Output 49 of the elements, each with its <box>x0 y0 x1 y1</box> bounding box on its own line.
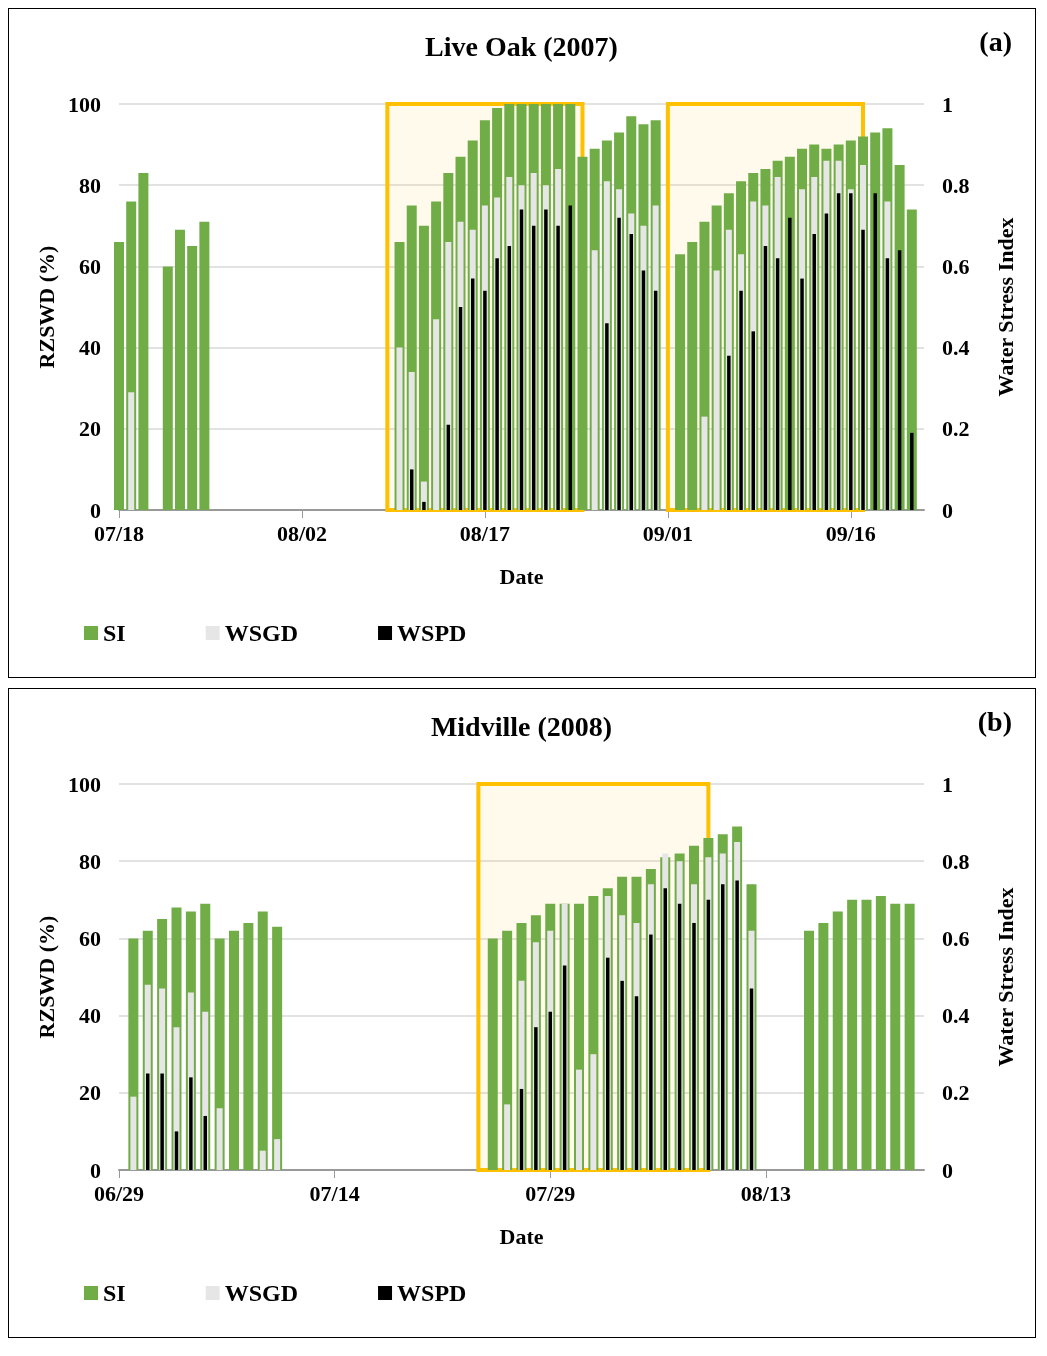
x-tick-label: 07/14 <box>309 1180 360 1206</box>
y-tick-label: 60 <box>79 253 101 279</box>
text: (b) <box>977 705 1013 737</box>
x-tick-label: 08/17 <box>459 520 510 546</box>
y-tick-label: 80 <box>79 172 101 198</box>
x-tick-label: 07/29 <box>525 1180 576 1206</box>
y-tick-label: 80 <box>79 848 101 874</box>
y2-axis-title: Water Stress Index <box>992 887 1018 1067</box>
y-axis-title: RZSWD (%) <box>33 915 59 1039</box>
y-tick-label: 40 <box>79 335 101 361</box>
y-tick-label: 20 <box>79 1080 101 1106</box>
chart-title: Live Oak (2007) <box>425 30 618 62</box>
y2-tick-label: 0 <box>942 497 953 523</box>
x-axis-title: Date <box>499 1223 544 1249</box>
x-tick-label: 06/29 <box>93 1180 145 1206</box>
y-tick-label: 0 <box>90 1157 101 1183</box>
y-tick-label: 0 <box>90 497 101 523</box>
y2-tick-label: 0 <box>942 1157 953 1183</box>
x-tick-label: 07/18 <box>93 520 145 546</box>
legend-label: SI <box>103 620 126 646</box>
y-tick-label: 40 <box>79 1003 101 1029</box>
y2-tick-label: 0.8 <box>942 172 970 198</box>
y2-tick-label: 0.8 <box>942 848 970 874</box>
text: (a) <box>979 25 1013 57</box>
y2-tick-label: 0.6 <box>942 253 970 279</box>
y2-tick-label: 1 <box>942 91 953 117</box>
x-tick-label: 08/13 <box>740 1180 791 1206</box>
y2-tick-label: 0.2 <box>942 416 970 442</box>
legend-label: SI <box>103 1280 126 1306</box>
y-tick-label: 20 <box>79 416 101 442</box>
y2-tick-label: 0.4 <box>942 1003 970 1029</box>
x-tick-label: 09/01 <box>642 520 693 546</box>
y2-tick-label: 0.4 <box>942 335 970 361</box>
y-axis-title: RZSWD (%) <box>33 245 59 369</box>
legend-label: WSGD <box>224 1280 299 1306</box>
x-tick-label: 09/16 <box>825 520 876 546</box>
x-tick-label: 08/02 <box>276 520 328 546</box>
legend-label: WSGD <box>224 620 299 646</box>
y2-tick-label: 0.2 <box>942 1080 970 1106</box>
chart-title: Midville (2008) <box>430 710 613 742</box>
legend-label: WSPD <box>397 1280 467 1306</box>
y2-tick-label: 0.6 <box>942 925 970 951</box>
y2-tick-label: 1 <box>942 771 953 797</box>
y2-axis-title: Water Stress Index <box>992 217 1018 397</box>
y-tick-label: 100 <box>68 91 101 117</box>
y-tick-label: 60 <box>79 925 101 951</box>
y-tick-label: 100 <box>68 771 101 797</box>
legend-label: WSPD <box>397 620 467 646</box>
x-axis-title: Date <box>499 563 544 589</box>
